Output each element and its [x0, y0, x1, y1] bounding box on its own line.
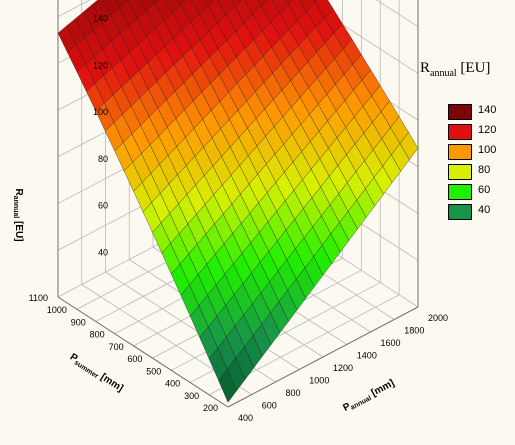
- surface-cell: [313, 0, 318, 3]
- z-axis-title-unit: [EU]: [13, 218, 24, 241]
- legend-swatch: [448, 164, 472, 180]
- y-axis-title-unit: [mm]: [367, 378, 396, 400]
- y-tick-label: 400: [238, 413, 253, 423]
- x-tick-label: 400: [165, 379, 180, 389]
- legend: Rannual [EU] 140 120 100 80 60 40: [420, 60, 512, 220]
- x-tick-label: 1100: [29, 293, 48, 303]
- y-axis-title: Pannual [mm]: [341, 378, 396, 415]
- y-tick-label: 1200: [333, 363, 353, 373]
- box-edge: [227, 306, 419, 408]
- legend-label: 80: [478, 164, 491, 176]
- x-tick-label: 800: [90, 330, 105, 340]
- legend-swatch: [448, 124, 472, 140]
- y-tick-label: 1400: [357, 351, 377, 361]
- tick-labels: 4060801001201401602003004005006007008009…: [29, 14, 448, 423]
- legend-label: 120: [478, 124, 497, 136]
- x-axis-title-main: P: [68, 352, 80, 365]
- z-tick-label: 120: [93, 60, 108, 70]
- legend-label: 140: [478, 104, 497, 116]
- x-axis-title: Psummer [mm]: [67, 352, 125, 395]
- y-tick-label: 800: [286, 388, 301, 398]
- x-tick-label: 600: [127, 354, 142, 364]
- x-tick-label: 200: [203, 403, 218, 413]
- legend-label: 60: [478, 184, 491, 196]
- gridline: [57, 0, 91, 18]
- x-axis-title-sub: summer: [73, 359, 100, 380]
- x-tick-label: 300: [184, 391, 199, 401]
- legend-title-main: R: [420, 60, 431, 76]
- x-tick-label: 900: [71, 317, 86, 327]
- legend-swatch: [448, 144, 472, 160]
- legend-title-unit: [EU]: [456, 60, 491, 76]
- legend-title: Rannual [EU]: [420, 60, 512, 79]
- legend-swatch: [448, 184, 472, 200]
- legend-swatch: [448, 204, 472, 220]
- x-tick-label: 1000: [47, 305, 67, 315]
- y-tick-label: 600: [262, 401, 277, 411]
- y-axis-title-sub: annual: [350, 395, 373, 412]
- surface: [57, 0, 419, 403]
- legend-swatch: [448, 104, 472, 120]
- gridline: [375, 0, 419, 28]
- z-axis-title: Rannual [EU]: [12, 188, 24, 241]
- surface-cell: [218, 368, 237, 403]
- z-tick-label: 100: [93, 107, 108, 117]
- y-tick-label: 2000: [428, 313, 448, 323]
- legend-label: 100: [478, 144, 497, 156]
- z-tick-label: 80: [98, 154, 108, 164]
- z-axis-title-main: R: [13, 188, 24, 196]
- legend-title-sub: annual: [430, 68, 457, 79]
- x-tick-label: 700: [109, 342, 124, 352]
- x-axis-title-unit: [mm]: [96, 370, 125, 394]
- box-edge: [57, 296, 229, 408]
- z-tick-label: 60: [98, 201, 108, 211]
- legend-label: 40: [478, 204, 491, 216]
- x-tick-label: 500: [146, 366, 161, 376]
- z-axis-title-sub: annual: [12, 196, 19, 219]
- y-tick-label: 1000: [309, 376, 329, 386]
- y-axis-title-main: P: [341, 401, 352, 414]
- z-tick-label: 140: [93, 14, 108, 24]
- y-tick-label: 1800: [404, 326, 424, 336]
- surface-cell: [285, 0, 294, 5]
- y-tick-label: 1600: [381, 338, 401, 348]
- z-tick-label: 40: [98, 247, 108, 257]
